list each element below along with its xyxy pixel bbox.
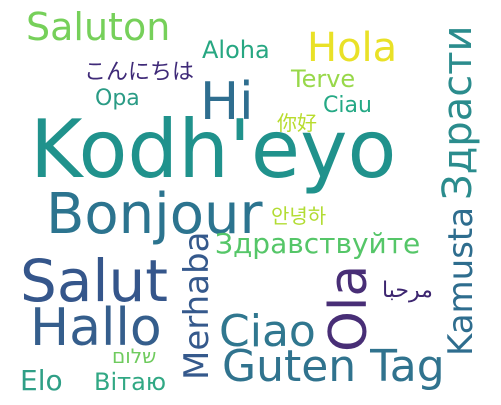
word-opa: Opa [95,86,140,111]
word-saluton: Saluton [26,5,171,49]
word-salut: Salut [20,247,168,315]
word-konnichiwa: こんにちは [84,60,195,85]
word-hallo: Hallo [30,298,162,358]
word-hi: Hi [200,72,254,132]
word-ciao: Ciao [219,306,316,357]
word-nihao: 你好 [277,111,317,135]
word-bonjour: Bonjour [46,182,263,247]
word-zdravstvuite: Здравствуйте [215,227,421,260]
word-hola: Hola [307,25,398,71]
word-elo: Elo [20,364,63,397]
word-ciau: Ciau [323,93,372,118]
word-kamusta: Kamusta [441,206,481,356]
word-kodheyo: Kodh'eyo [30,103,397,196]
word-terve: Terve [291,65,356,93]
word-guten-tag: Guten Tag [222,341,445,392]
word-ola: Ola [319,264,379,352]
word-merhaba: Merhaba [177,231,217,380]
word-annyeong: 안녕하 [271,204,327,228]
word-aloha: Aloha [202,36,270,64]
word-vitayu: Вітаю [94,368,167,396]
word-zdrasti: Здрасти [435,25,481,201]
word-shalom: שלום [112,344,157,368]
word-marhaba: مرحبا [382,278,433,303]
